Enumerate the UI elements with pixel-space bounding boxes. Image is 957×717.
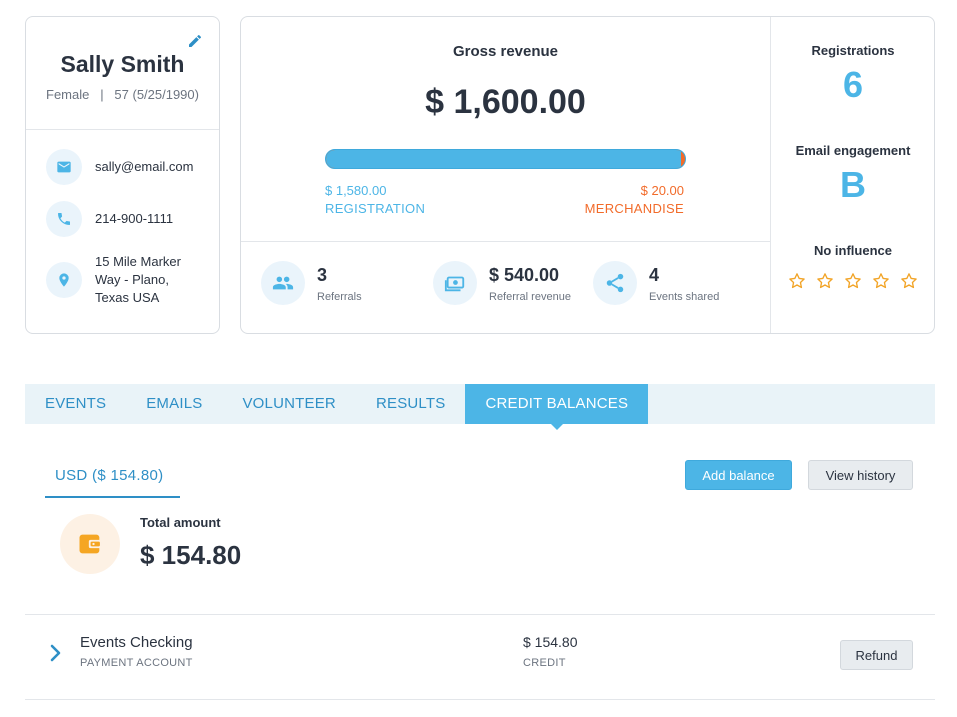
stat-referrals: 3 Referrals	[261, 261, 362, 305]
row-divider-bottom	[25, 699, 935, 700]
credit-label: CREDIT	[523, 657, 566, 669]
email-icon	[46, 149, 82, 185]
phone-text[interactable]: 214-900-1111	[95, 211, 174, 226]
stat-referral-revenue-body: $ 540.00 Referral revenue	[489, 263, 571, 303]
stat-referrals-body: 3 Referrals	[317, 263, 362, 303]
people-icon	[261, 261, 305, 305]
stat-label: Referrals	[317, 291, 362, 303]
profile-card: Sally Smith Female | 57 (5/25/1990) sall…	[25, 16, 220, 334]
chevron-right-icon[interactable]	[48, 644, 64, 662]
money-icon	[433, 261, 477, 305]
profile-meta: Female | 57 (5/25/1990)	[46, 87, 199, 102]
total-amount-value: $ 154.80	[140, 540, 242, 570]
add-balance-button[interactable]: Add balance	[685, 460, 792, 490]
registration-bar-fill	[326, 150, 681, 168]
profile-name: Sally Smith	[60, 51, 185, 77]
star-icon	[789, 273, 805, 289]
star-icon	[901, 273, 917, 289]
registration-label: REGISTRATION	[325, 201, 426, 216]
tab-credit-balances[interactable]: CREDIT BALANCES	[465, 384, 649, 430]
stat-label: Events shared	[649, 291, 720, 303]
address-line-2: Way - Plano,	[95, 272, 169, 287]
registrations-block: Registrations 6	[771, 43, 935, 106]
stat-value: 3	[317, 265, 328, 285]
influence-block: No influence	[771, 243, 935, 290]
registrations-value: 6	[842, 64, 864, 105]
tab-volunteer[interactable]: VOLUNTEER	[242, 395, 336, 412]
engagement-title: Email engagement	[795, 143, 911, 158]
total-amount-label: Total amount	[140, 515, 221, 530]
wallet-icon	[60, 514, 120, 574]
stat-label: Referral revenue	[489, 291, 571, 303]
registrations-title: Registrations	[811, 43, 895, 58]
tab-bar: EVENTS EMAILS VOLUNTEER RESULTS CREDIT B…	[25, 384, 935, 430]
edit-pencil-icon[interactable]	[187, 33, 203, 49]
engagement-block: Email engagement B	[771, 143, 935, 206]
account-type: PAYMENT ACCOUNT	[80, 657, 193, 669]
address-line-3: Texas USA	[95, 290, 160, 305]
engagement-grade: B	[840, 164, 866, 205]
address-text: 15 Mile Marker Way - Plano, Texas USA	[95, 253, 181, 307]
profile-divider	[26, 129, 219, 130]
revenue-split-bar	[325, 149, 686, 169]
view-history-button[interactable]: View history	[808, 460, 913, 490]
influence-title: No influence	[813, 243, 892, 258]
refund-button[interactable]: Refund	[840, 640, 913, 670]
tab-results[interactable]: RESULTS	[375, 395, 446, 412]
star-icon	[817, 273, 833, 289]
contact-address-row: 15 Mile Marker Way - Plano, Texas USA	[46, 253, 209, 307]
merchandise-label: MERCHANDISE	[584, 201, 684, 216]
stat-referral-revenue: $ 540.00 Referral revenue	[433, 261, 571, 305]
revenue-divider	[241, 241, 770, 242]
currency-tab-usd[interactable]: USD ($ 154.80)	[45, 458, 180, 498]
tab-emails[interactable]: EMAILS	[146, 395, 203, 412]
stat-events-shared-body: 4 Events shared	[649, 263, 719, 303]
contact-phone-row: 214-900-1111	[46, 201, 209, 237]
stat-value: 4	[649, 265, 660, 285]
contact-email-row: sally@email.com	[46, 149, 209, 185]
account-name: Events Checking	[80, 634, 193, 651]
merchandise-value: $ 20.00	[640, 183, 684, 198]
gross-revenue-title: Gross revenue	[452, 43, 559, 60]
registration-value: $ 1,580.00	[325, 183, 387, 198]
share-icon	[593, 261, 637, 305]
address-line-1: 15 Mile Marker	[95, 254, 181, 269]
star-icon	[873, 273, 889, 289]
credit-amount: $ 154.80	[523, 634, 578, 650]
location-pin-icon	[46, 262, 82, 298]
tab-events[interactable]: EVENTS	[45, 395, 107, 412]
stat-value: $ 540.00	[489, 265, 560, 285]
row-divider-top	[25, 614, 935, 615]
phone-icon	[46, 201, 82, 237]
email-text[interactable]: sally@email.com	[95, 159, 194, 174]
gross-revenue-amount: $ 1,600.00	[425, 83, 586, 121]
influence-stars	[771, 272, 935, 290]
star-icon	[845, 273, 861, 289]
revenue-card: Gross revenue $ 1,600.00 $ 1,580.00 REGI…	[240, 16, 935, 334]
stat-events-shared: 4 Events shared	[593, 261, 719, 305]
revenue-side-divider	[770, 17, 771, 333]
